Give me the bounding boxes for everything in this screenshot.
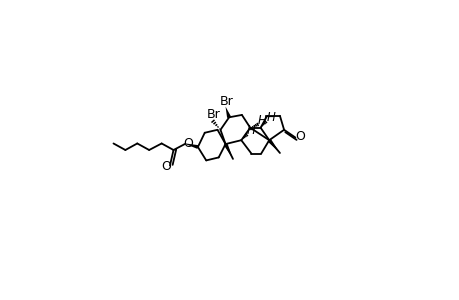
Text: H: H: [246, 124, 255, 137]
Polygon shape: [223, 143, 232, 159]
Text: Br: Br: [207, 108, 220, 122]
Text: O: O: [294, 130, 304, 143]
Text: H: H: [257, 114, 266, 128]
Polygon shape: [183, 143, 198, 149]
Text: Br: Br: [220, 95, 233, 108]
Polygon shape: [267, 139, 280, 153]
Text: O: O: [161, 160, 171, 173]
Text: O: O: [183, 137, 193, 150]
Text: H: H: [266, 111, 274, 124]
Polygon shape: [225, 106, 230, 118]
